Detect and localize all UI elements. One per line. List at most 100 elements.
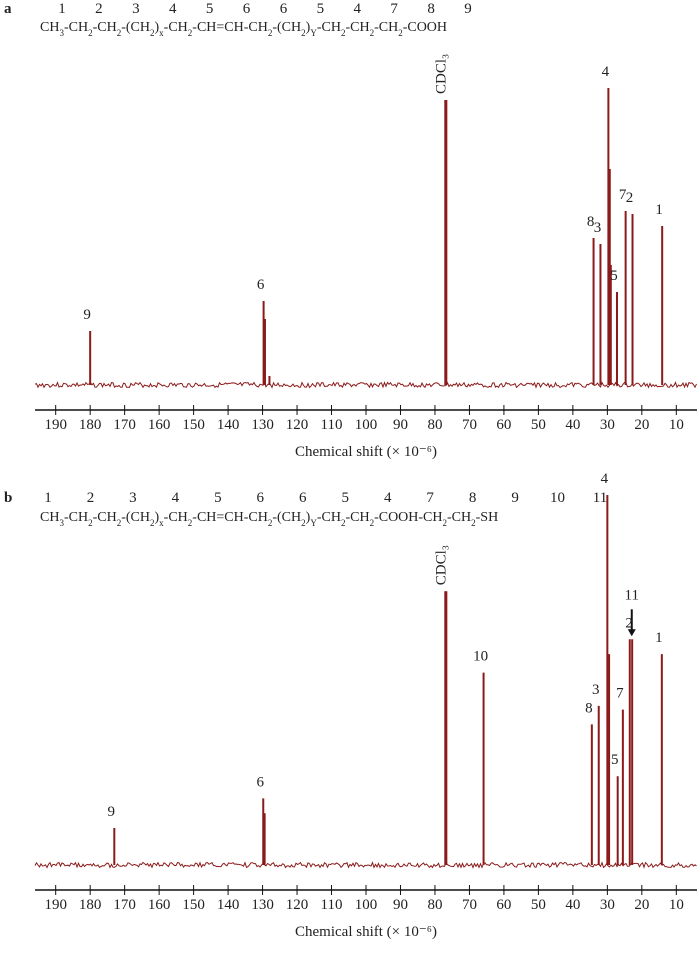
atom-label: 3 <box>129 490 137 506</box>
formula-part: ) <box>154 510 159 525</box>
peak-label: 4 <box>601 471 609 487</box>
peak-label: 6 <box>257 277 265 293</box>
peak-label: CDCl₃ <box>433 545 449 585</box>
formula-part: -CH <box>317 510 341 525</box>
formula-part: 2 <box>370 518 375 528</box>
formula-part: -CH <box>164 510 188 525</box>
atom-label: 8 <box>427 1 435 17</box>
x-tick-label: 30 <box>600 897 615 913</box>
x-tick-label: 100 <box>355 897 378 913</box>
atom-label: 7 <box>426 490 434 506</box>
formula-part: -(CH <box>121 510 150 525</box>
x-tick-label: 120 <box>286 417 309 433</box>
formula-part: CH <box>40 510 59 525</box>
formula-part: -CH <box>93 510 117 525</box>
formula-part: ) <box>306 510 311 525</box>
atom-label: 3 <box>132 1 140 17</box>
formula: CH3-CH2-CH2-(CH2)x-CH2-CH=CH-CH2-(CH2)Y-… <box>40 20 447 38</box>
baseline-noise <box>34 861 697 869</box>
atom-label: 2 <box>95 1 103 17</box>
x-tick-label: 80 <box>427 897 442 913</box>
formula-part: -CH <box>164 20 188 35</box>
x-tick-label: 100 <box>355 417 378 433</box>
formula-part: -CH <box>447 510 471 525</box>
x-axis-title: Chemical shift (× 10⁻⁶) <box>295 444 437 460</box>
formula-part: -CH <box>374 20 398 35</box>
formula-part: 2 <box>268 28 273 38</box>
peak-label: 7 <box>619 187 627 203</box>
formula-part: ) <box>154 20 159 35</box>
formula-part: 2 <box>188 28 193 38</box>
formula-part: -CH <box>64 20 88 35</box>
peak-label: 3 <box>594 220 602 236</box>
atom-label: 5 <box>341 490 349 506</box>
peak-label: 8 <box>585 700 593 716</box>
x-tick-label: 20 <box>634 897 649 913</box>
atom-label: 4 <box>172 490 180 506</box>
formula-part: -(CH <box>121 20 150 35</box>
formula-part: 2 <box>301 28 306 38</box>
atom-label: 8 <box>469 490 477 506</box>
x-tick-label: 150 <box>182 897 205 913</box>
x-tick-label: 180 <box>79 897 102 913</box>
formula-part: -COOH <box>403 20 447 35</box>
x-tick-label: 130 <box>251 897 274 913</box>
peak-label: 5 <box>610 268 618 284</box>
x-axis-title: Chemical shift (× 10⁻⁶) <box>295 924 437 940</box>
peak-label: CDCl₃ <box>433 54 449 94</box>
peak-label: 2 <box>625 615 633 631</box>
formula-part: -CH=CH-CH <box>192 20 268 35</box>
formula-part: -CH <box>64 510 88 525</box>
formula-part: 2 <box>268 518 273 528</box>
formula-part: 2 <box>341 28 346 38</box>
formula-part: -COOH-CH <box>374 510 442 525</box>
formula-part: x <box>159 518 164 528</box>
formula-part: -(CH <box>272 510 301 525</box>
formula-part: ) <box>306 20 311 35</box>
formula-part: Y <box>310 518 317 528</box>
atom-label: 6 <box>243 1 251 17</box>
atom-label: 9 <box>464 1 472 17</box>
peak-label: 1 <box>655 202 663 218</box>
formula-part: -CH <box>345 20 369 35</box>
formula-part: -CH <box>93 20 117 35</box>
peak-label: 9 <box>83 307 91 323</box>
formula-part: 3 <box>59 518 64 528</box>
atom-label: 9 <box>511 490 519 506</box>
x-tick-label: 140 <box>217 417 240 433</box>
formula-part: CH <box>40 20 59 35</box>
atom-label: 5 <box>206 1 214 17</box>
peak-label: 3 <box>592 682 600 698</box>
atom-label: 2 <box>87 490 95 506</box>
atom-label: 1 <box>58 1 66 17</box>
formula-part: 2 <box>301 518 306 528</box>
atom-label: 6 <box>257 490 265 506</box>
atom-label: 5 <box>317 1 325 17</box>
x-tick-label: 60 <box>496 897 511 913</box>
formula-part: Y <box>310 28 317 38</box>
x-tick-label: 110 <box>321 897 343 913</box>
peak-label: 10 <box>473 649 488 665</box>
formula: CH3-CH2-CH2-(CH2)x-CH2-CH=CH-CH2-(CH2)Y-… <box>40 510 498 528</box>
x-tick-label: 160 <box>148 897 171 913</box>
x-tick-label: 190 <box>44 897 67 913</box>
x-tick-label: 150 <box>182 417 205 433</box>
x-tick-label: 170 <box>113 417 136 433</box>
formula-part: -CH=CH-CH <box>192 510 268 525</box>
x-tick-label: 130 <box>251 417 274 433</box>
atom-label: 4 <box>169 1 177 17</box>
x-tick-label: 70 <box>462 897 477 913</box>
x-tick-label: 90 <box>393 897 408 913</box>
formula-part: 2 <box>117 518 122 528</box>
x-tick-label: 140 <box>217 897 240 913</box>
formula-part: 2 <box>370 28 375 38</box>
x-tick-label: 50 <box>531 417 546 433</box>
formula-part: 2 <box>188 518 193 528</box>
formula-part: 2 <box>117 28 122 38</box>
formula-part: -(CH <box>272 20 301 35</box>
formula-part: 3 <box>59 28 64 38</box>
formula-part: 2 <box>150 518 155 528</box>
atom-label: 6 <box>299 490 307 506</box>
atom-label: 10 <box>550 490 565 506</box>
